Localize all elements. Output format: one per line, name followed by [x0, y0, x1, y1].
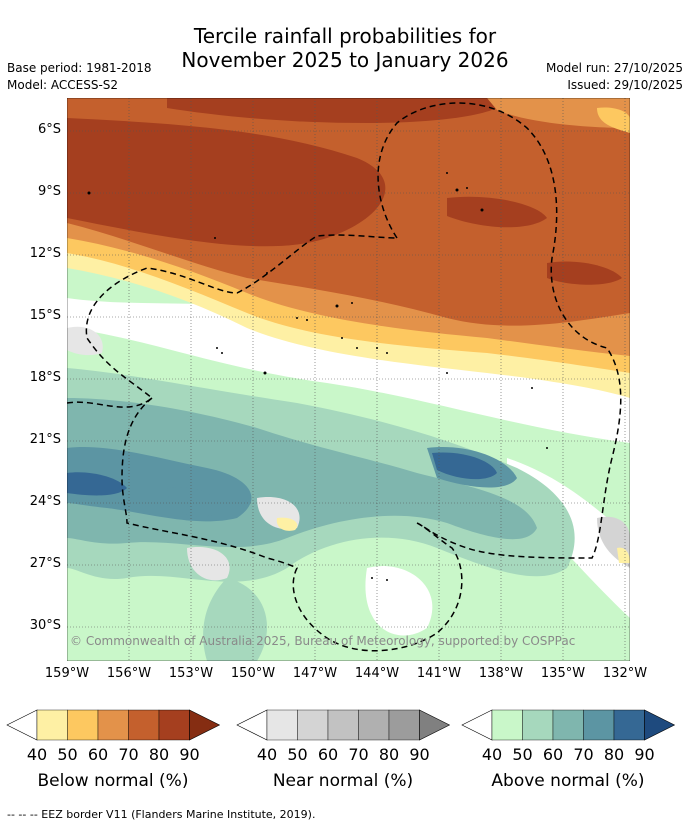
lat-tick: 12°S	[29, 246, 61, 261]
page-title: Tercile rainfall probabilities for Novem…	[0, 24, 690, 72]
colorbar-near-normal	[236, 709, 451, 741]
colorbar-segment	[128, 709, 160, 741]
lon-tick: 138°W	[478, 666, 524, 681]
colorbar-tick-label: 50	[512, 745, 533, 764]
colorbar-high-arrow	[644, 709, 676, 741]
lat-tick: 18°S	[29, 370, 61, 385]
colorbar-segment	[522, 709, 554, 741]
eez-footnote: -- -- -- EEZ border V11 (Flanders Marine…	[7, 808, 316, 821]
colorbar-low-arrow	[461, 709, 493, 741]
meta-right: Model run: 27/10/2025 Issued: 29/10/2025	[546, 60, 683, 94]
colorbar-high-arrow	[189, 709, 221, 741]
colorbar-segment	[358, 709, 390, 741]
lon-tick: 147°W	[292, 666, 338, 681]
colorbar-segment	[158, 709, 190, 741]
lon-tick: 153°W	[168, 666, 214, 681]
colorbar-segment	[266, 709, 298, 741]
lon-tick: 141°W	[416, 666, 462, 681]
colorbar-tick-label: 40	[26, 745, 48, 764]
colorbar-low-arrow	[6, 709, 38, 741]
model-text: Model: ACCESS-S2	[7, 78, 119, 92]
colorbar-tick-label: 80	[603, 745, 625, 764]
colorbar-tick-label: 90	[634, 745, 655, 764]
lon-tick: 135°W	[540, 666, 586, 681]
lon-tick: 144°W	[354, 666, 400, 681]
colorbar-segment	[327, 709, 359, 741]
lat-tick: 21°S	[29, 432, 61, 447]
colorbar-segment	[491, 709, 523, 741]
colorbar-segment	[36, 709, 68, 741]
lon-tick: 150°W	[230, 666, 276, 681]
colorbar-tick-label: 50	[57, 745, 78, 764]
above-normal-80-field	[432, 452, 497, 480]
lon-tick: 159°W	[44, 666, 90, 681]
colorbar-title-below: Below normal (%)	[37, 771, 189, 791]
colorbar-tick-label: 60	[317, 745, 339, 764]
colorbar-segment	[613, 709, 645, 741]
copyright-text: © Commonwealth of Australia 2025, Bureau…	[70, 634, 576, 648]
colorbar-high-arrow	[419, 709, 451, 741]
lat-tick: 9°S	[37, 184, 61, 199]
graticule	[67, 130, 630, 628]
colorbar-tick-label: 60	[87, 745, 109, 764]
meta-left: Base period: 1981-2018 Model: ACCESS-S2	[7, 60, 152, 94]
colorbar-title-near: Near normal (%)	[272, 771, 414, 791]
lon-tick: 156°W	[106, 666, 152, 681]
colorbar-tick-label: 90	[179, 745, 200, 764]
colorbar-segment	[67, 709, 99, 741]
colorbar-title-above: Above normal (%)	[491, 771, 645, 791]
colorbar-tick-label: 70	[348, 745, 369, 764]
lat-tick: 15°S	[29, 308, 61, 323]
colorbar-segment	[97, 709, 129, 741]
eez-border	[67, 102, 622, 652]
colorbar-tick-label: 50	[287, 745, 308, 764]
below-normal-80-field	[67, 118, 386, 247]
issued-text: Issued: 29/10/2025	[567, 78, 683, 92]
title-line-2: November 2025 to January 2026	[181, 48, 509, 72]
colorbar-tick-label: 70	[118, 745, 139, 764]
colorbar-low-arrow	[236, 709, 268, 741]
lat-tick: 30°S	[29, 618, 61, 633]
colorbar-tick-label: 40	[256, 745, 278, 764]
colorbar-tick-label: 70	[573, 745, 594, 764]
colorbar-segment	[388, 709, 420, 741]
colorbar-tick-label: 40	[481, 745, 503, 764]
model-run-text: Model run: 27/10/2025	[545, 61, 683, 75]
islands	[87, 172, 548, 581]
colorbar-below-normal	[6, 709, 221, 741]
colorbars	[6, 709, 676, 741]
lat-tick: 27°S	[29, 556, 61, 571]
lon-tick: 132°W	[602, 666, 648, 681]
colorbar-segment	[552, 709, 584, 741]
colorbar-above-normal	[461, 709, 676, 741]
colorbar-tick-label: 80	[378, 745, 400, 764]
colorbar-tick-label: 80	[148, 745, 170, 764]
colorbar-segment	[297, 709, 329, 741]
title-line-1: Tercile rainfall probabilities for	[193, 24, 497, 48]
probability-map[interactable]	[67, 98, 630, 661]
no-dominant-band	[67, 298, 630, 443]
base-period-text: Base period: 1981-2018	[7, 61, 152, 75]
lat-tick: 24°S	[29, 494, 61, 509]
colorbar-tick-label: 60	[542, 745, 564, 764]
colorbar-segment	[583, 709, 615, 741]
lat-tick: 6°S	[37, 122, 61, 137]
colorbar-tick-label: 90	[409, 745, 430, 764]
